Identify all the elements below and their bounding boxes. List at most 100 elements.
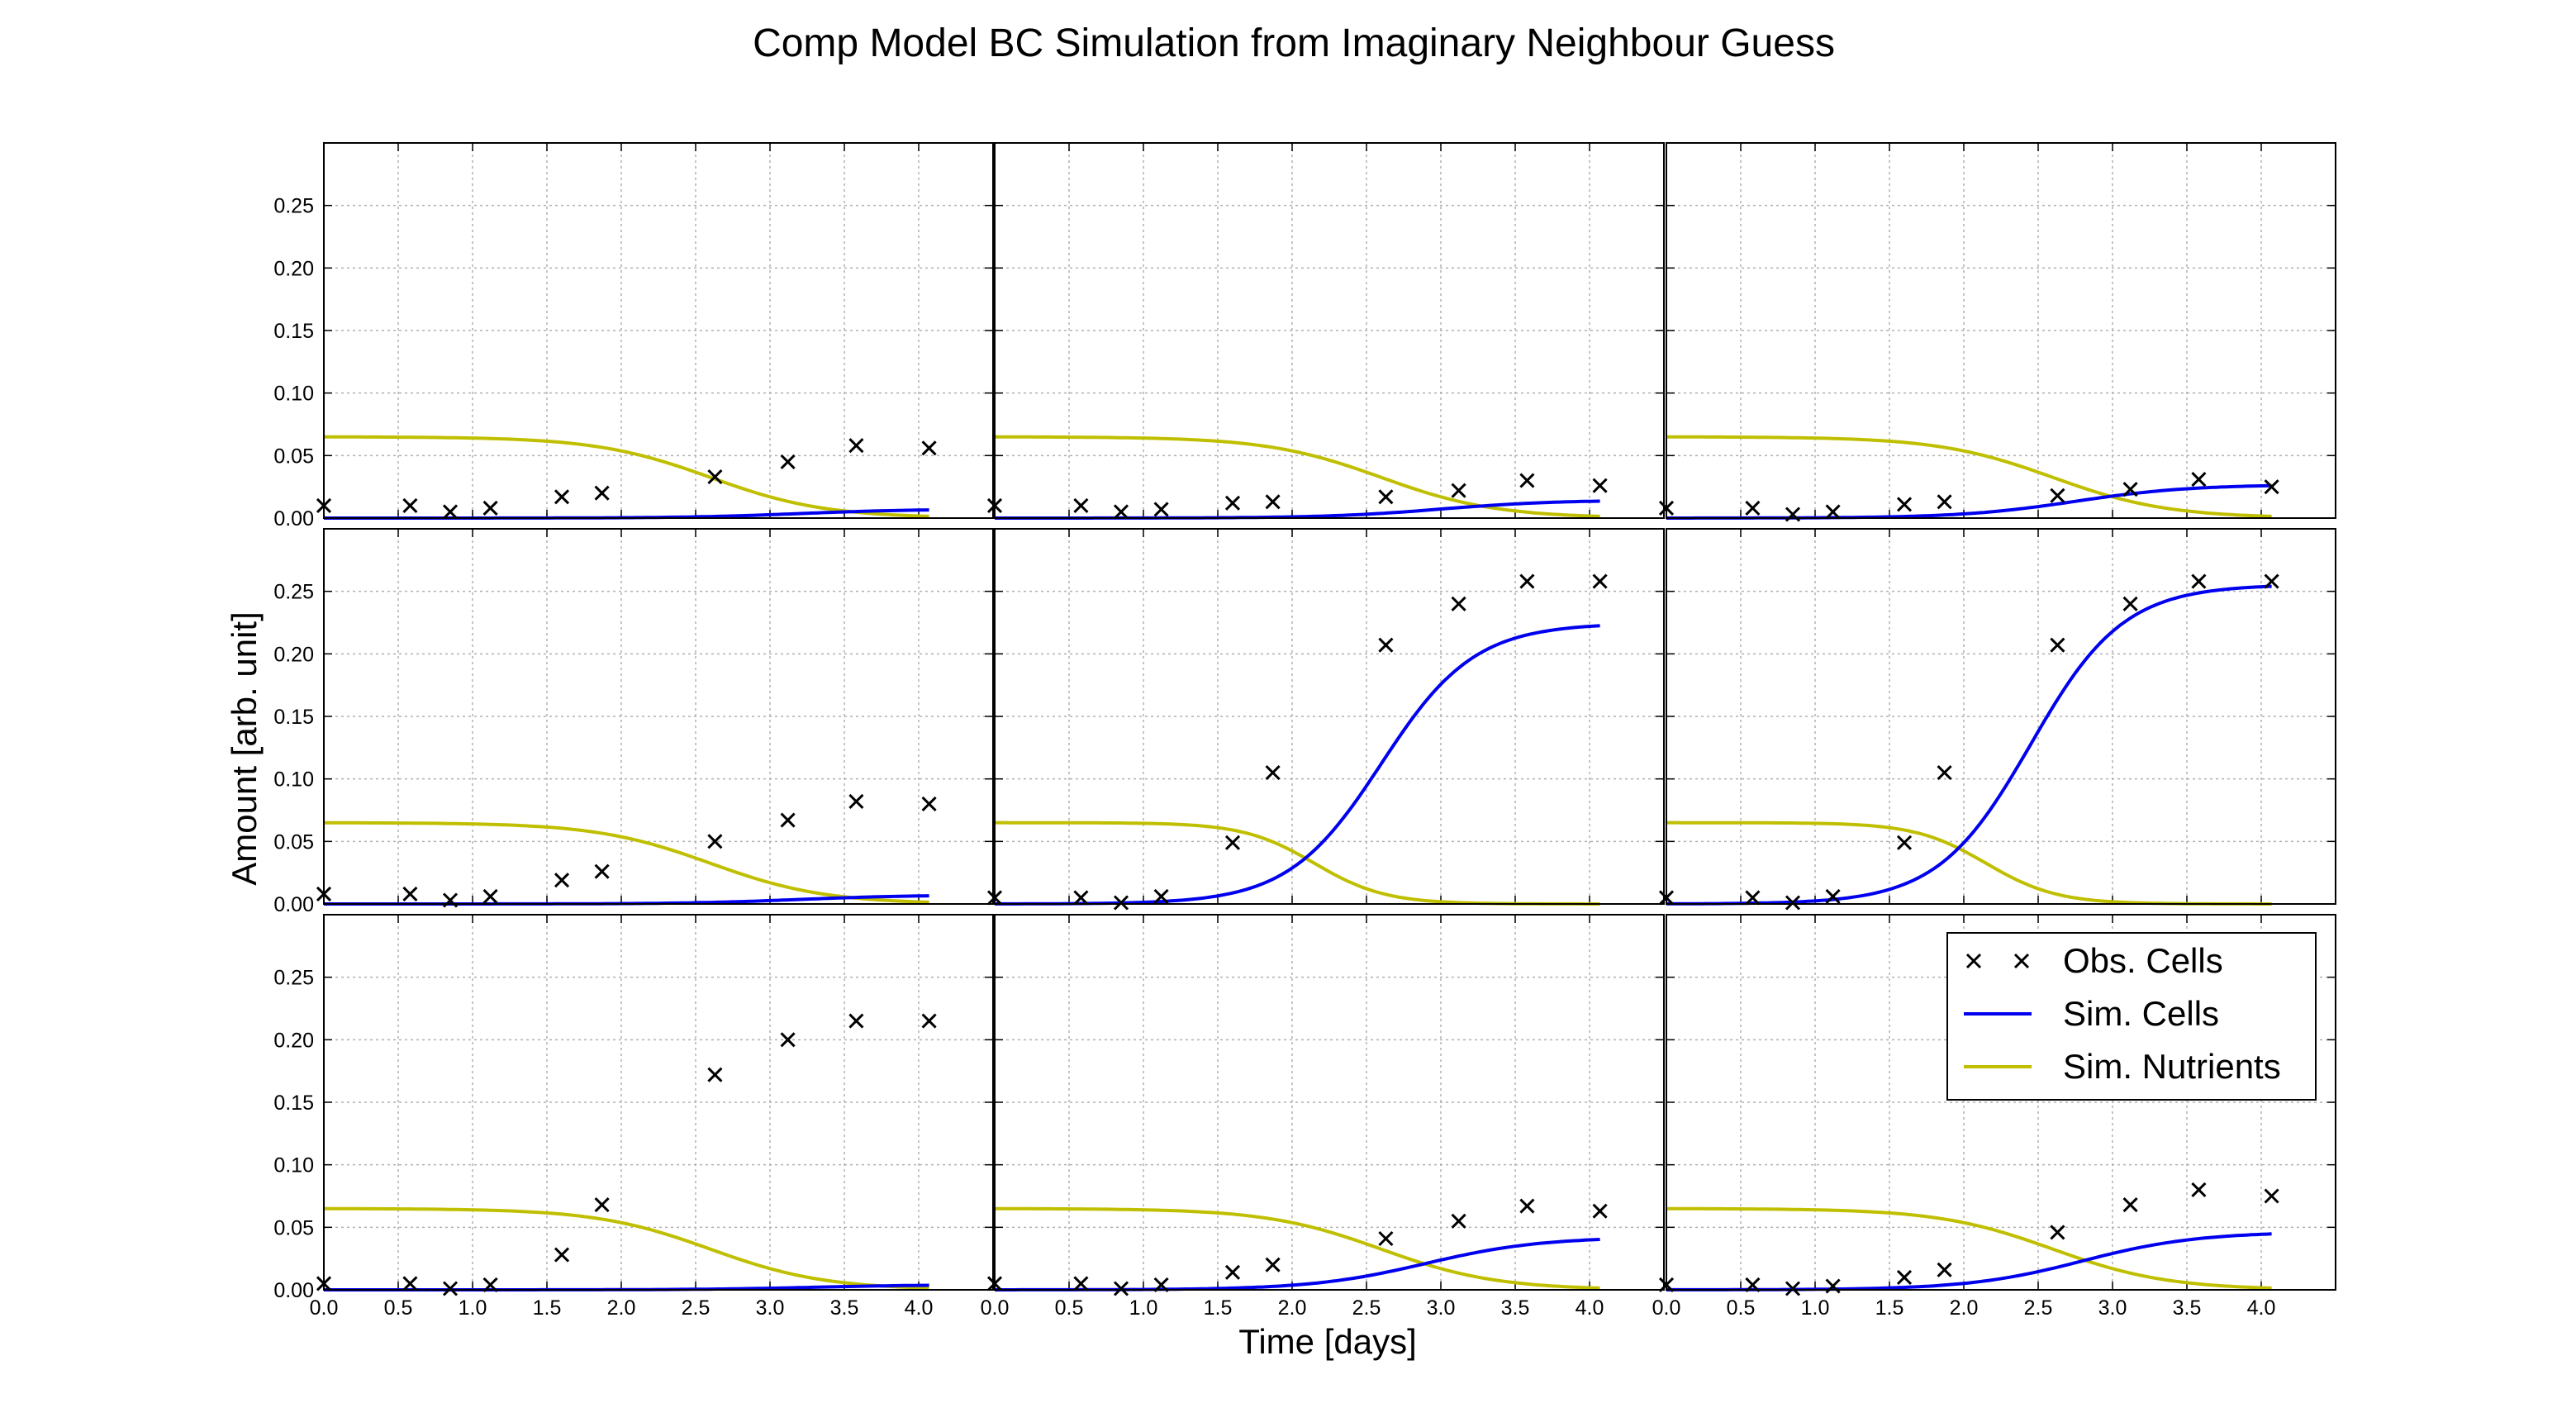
obs-point [594, 1197, 610, 1213]
obs-point [482, 500, 498, 516]
obs-point [1745, 890, 1761, 906]
legend-obs-marker-2 [2013, 953, 2030, 969]
subplot-2-2 [986, 528, 1665, 911]
x-tick-label: 3.0 [1427, 1296, 1456, 1320]
y-tick-label: 0.15 [273, 320, 314, 343]
subplot-frame [1666, 528, 2336, 905]
y-tick-label: 0.00 [273, 1279, 314, 1302]
obs-point [1896, 1269, 1913, 1285]
obs-point [1896, 497, 1913, 512]
y-tick-label: 0.25 [273, 967, 314, 990]
x-tick-label: 2.0 [1950, 1296, 1979, 1320]
x-tick-label: 0.5 [384, 1296, 413, 1320]
x-axis-label: Time [days] [1238, 1322, 1417, 1361]
x-tick-label: 1.5 [1875, 1296, 1904, 1320]
x-tick-label: 4.0 [905, 1296, 934, 1320]
y-tick-label: 0.05 [273, 830, 314, 854]
subplot-frame [1666, 142, 2336, 519]
sim-nutrients-line [323, 435, 929, 518]
y-tick-label: 0.10 [273, 768, 314, 792]
x-tick-label: 0.5 [1055, 1296, 1084, 1320]
y-tick-label: 0.20 [273, 643, 314, 666]
x-tick-label: 1.0 [1801, 1296, 1830, 1320]
obs-point [1073, 1276, 1089, 1291]
obs-point [848, 438, 864, 454]
y-tick-label: 0.10 [273, 1154, 314, 1177]
obs-point [402, 497, 418, 513]
obs-point [2050, 1225, 2065, 1240]
subplot-1-1: 0.00 0.05 0.10 0.15 0.20 0.25 [273, 142, 994, 530]
legend-sim-nutrients-label: Sim. Nutrients [2063, 1047, 2281, 1086]
obs-point [780, 1032, 796, 1048]
obs-point [848, 1013, 864, 1029]
subplot-frame [994, 528, 1665, 905]
obs-point [1937, 1262, 1952, 1277]
obs-point [921, 796, 937, 811]
obs-point [1592, 573, 1608, 589]
x-tick-label: 0.0 [1652, 1296, 1681, 1320]
y-axis-label: Amount [arb. unit] [225, 611, 264, 886]
x-tick-label: 4.0 [2247, 1296, 2276, 1320]
obs-point [921, 440, 937, 456]
obs-point [1378, 1230, 1394, 1247]
x-tick-label: 0.0 [310, 1296, 339, 1320]
obs-point [442, 504, 459, 520]
x-tick-label: 3.0 [756, 1296, 785, 1320]
obs-point [594, 863, 610, 879]
obs-point [402, 1276, 418, 1291]
x-tick-label: 3.5 [2173, 1296, 2202, 1320]
y-tick-label: 0.15 [273, 1092, 314, 1115]
obs-point [1265, 765, 1281, 781]
x-tick-label: 3.5 [1501, 1296, 1530, 1320]
obs-point [1451, 1213, 1466, 1229]
obs-point [1451, 483, 1466, 498]
obs-point [2122, 1197, 2138, 1213]
subplot-1-3 [1658, 142, 2336, 522]
subplot-1-2 [986, 142, 1665, 520]
obs-point [554, 1247, 570, 1263]
x-tick-label: 1.0 [1129, 1296, 1158, 1320]
obs-point [402, 886, 418, 901]
obs-point [1153, 502, 1169, 517]
x-tick-label: 1.5 [1204, 1296, 1233, 1320]
obs-point [2191, 573, 2207, 589]
obs-point [1073, 497, 1089, 513]
obs-point [1153, 888, 1169, 904]
obs-point [2191, 1182, 2207, 1197]
obs-point [2264, 1188, 2279, 1204]
obs-point [482, 888, 498, 904]
sim-nutrients-line [1666, 1206, 2272, 1290]
obs-point [2122, 596, 2138, 611]
y-tick-label: 0.25 [273, 581, 314, 604]
legend-sim-cells-label: Sim. Cells [2063, 994, 2219, 1033]
subplot-frame [1666, 914, 2336, 1291]
x-tick-label: 2.5 [1352, 1296, 1381, 1320]
subplot-3-1: 0.00 0.05 0.10 0.15 0.20 0.25 0.0 0.5 1.0 1.5 2.0 2… [273, 914, 994, 1320]
obs-point [1785, 895, 1801, 911]
obs-point [1073, 890, 1089, 906]
legend: Obs. Cells Sim. Cells Sim. Nutrients [1946, 932, 2317, 1101]
obs-point [1378, 637, 1394, 653]
sim-nutrients-line [994, 435, 1600, 518]
obs-point [1519, 473, 1535, 488]
obs-point [1113, 895, 1129, 911]
y-tick-label: 0.20 [273, 257, 314, 280]
obs-point [2050, 637, 2065, 653]
y-tick-label: 0.05 [273, 445, 314, 468]
obs-point [707, 469, 723, 485]
obs-point [2264, 479, 2279, 495]
obs-point [2122, 482, 2138, 497]
subplot-2-1: 0.00 0.05 0.10 0.15 0.20 0.25 [273, 528, 994, 916]
x-tick-label: 3.5 [830, 1296, 859, 1320]
obs-point [1113, 1281, 1129, 1296]
obs-point [1592, 478, 1608, 493]
legend-obs-marker-1 [1965, 953, 1982, 969]
x-tick-label: 1.0 [459, 1296, 487, 1320]
x-tick-label: 4.0 [1576, 1296, 1604, 1320]
subplot-frame [323, 528, 994, 905]
obs-point [1896, 835, 1913, 850]
figure-title: Comp Model BC Simulation from Imaginary … [753, 21, 1835, 65]
obs-point [1519, 573, 1535, 589]
y-tick-label: 0.00 [273, 893, 314, 916]
subplot-frame [994, 914, 1665, 1291]
